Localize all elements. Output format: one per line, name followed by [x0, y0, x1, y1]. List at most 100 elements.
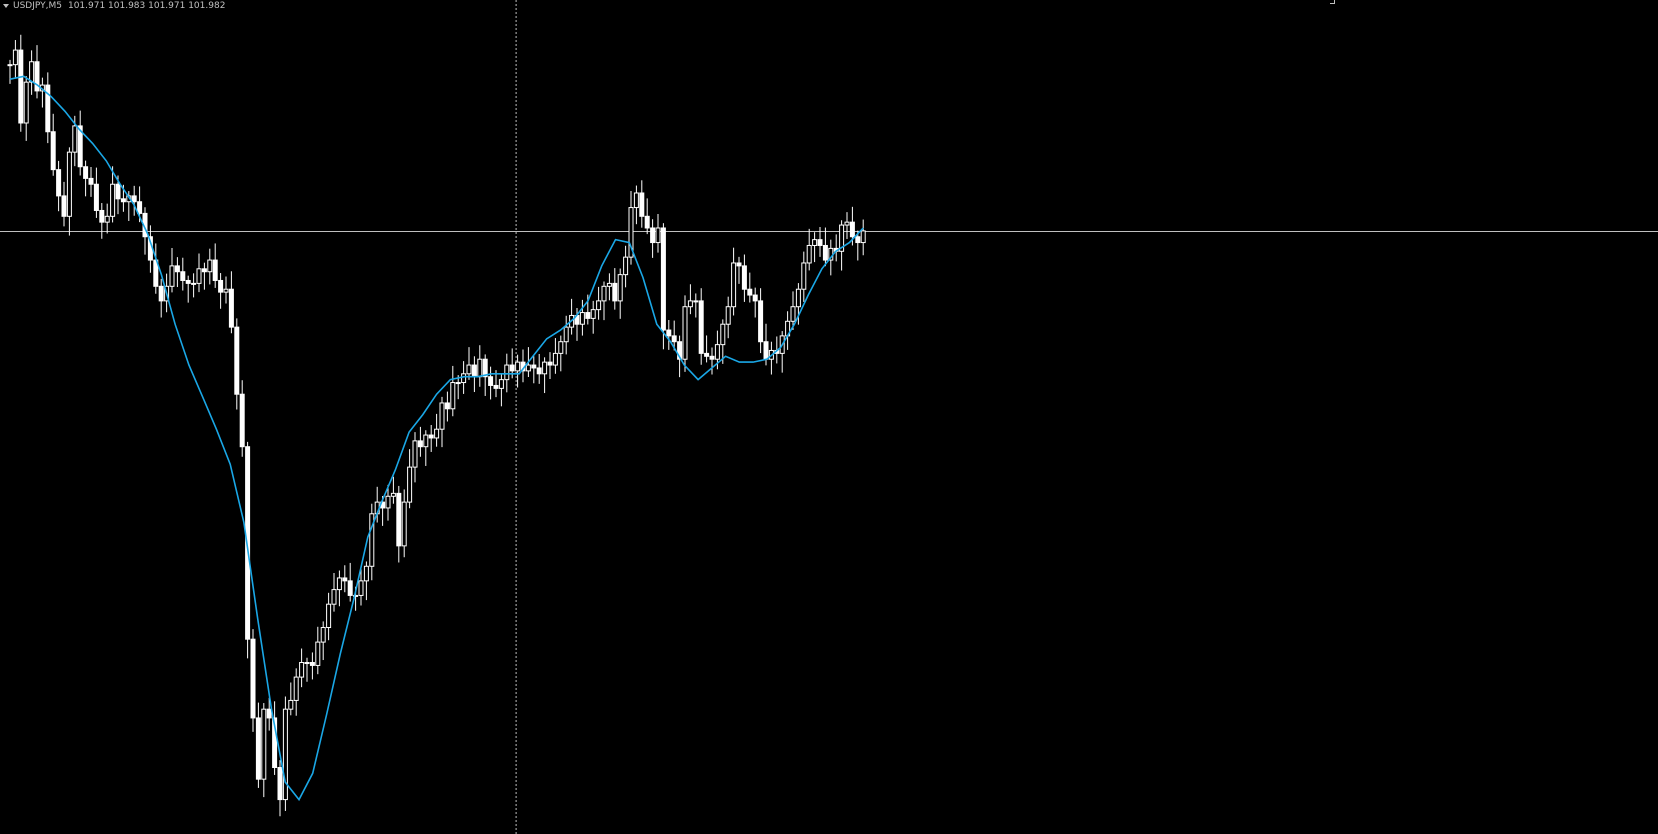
- candle-body: [855, 236, 861, 244]
- candle-body: [601, 285, 607, 302]
- candle-body: [795, 288, 801, 308]
- candle-body: [617, 274, 623, 302]
- candle-body: [482, 358, 488, 378]
- candle-body: [342, 577, 348, 582]
- candle-body: [633, 192, 639, 209]
- candle-body: [677, 341, 683, 360]
- candle-body: [660, 227, 666, 331]
- candle-body: [34, 61, 40, 92]
- candle-body: [493, 384, 499, 389]
- candle-body: [709, 355, 715, 360]
- candle-body: [12, 49, 18, 66]
- moving-average-line: [9, 75, 864, 802]
- candle-body: [180, 271, 186, 281]
- candle-body: [693, 300, 699, 303]
- candle-body: [261, 708, 267, 780]
- chart-header: USDJPY,M5 101.971 101.983 101.971 101.98…: [0, 0, 225, 12]
- candle-body: [504, 364, 510, 381]
- candle-body: [655, 227, 661, 244]
- candle-body: [61, 195, 67, 217]
- candle-body: [56, 169, 62, 197]
- candle-body: [29, 61, 35, 83]
- candle-body: [444, 402, 450, 410]
- candle-body: [849, 221, 855, 238]
- candle-body: [169, 265, 175, 287]
- candle-body: [137, 201, 143, 214]
- candle-body: [304, 662, 310, 665]
- triangle-down-icon[interactable]: [3, 4, 9, 8]
- candle-body: [839, 224, 845, 252]
- candle-body: [315, 641, 321, 666]
- candle-body: [671, 335, 677, 343]
- candle-body: [299, 662, 305, 678]
- corner-tick-icon: [1330, 0, 1335, 4]
- candle-body: [536, 367, 542, 375]
- candle-body: [255, 717, 261, 780]
- candle-body: [88, 177, 94, 185]
- candle-body: [331, 589, 337, 605]
- candle-body: [488, 376, 494, 386]
- candle-body: [639, 192, 645, 217]
- candle-body: [99, 209, 105, 223]
- candle-body: [131, 195, 137, 203]
- candle-body: [466, 364, 472, 375]
- candle-body: [83, 166, 89, 179]
- candle-body: [7, 64, 13, 67]
- candle-body: [650, 227, 656, 244]
- candle-body: [817, 239, 823, 246]
- candle-body: [590, 309, 596, 319]
- candle-body: [822, 244, 828, 261]
- candle-body: [747, 288, 753, 296]
- candle-body: [223, 288, 229, 293]
- candle-body: [201, 268, 207, 273]
- candle-body: [66, 151, 72, 217]
- candle-body: [552, 352, 558, 366]
- candle-body: [320, 627, 326, 643]
- candle-body: [428, 434, 434, 439]
- candle-body: [358, 580, 364, 596]
- candle-body: [423, 434, 429, 448]
- symbol-label: USDJPY,M5: [13, 1, 62, 11]
- candle-body: [407, 466, 413, 503]
- candle-body: [385, 495, 391, 509]
- candle-body: [439, 402, 445, 430]
- candle-body: [628, 207, 634, 258]
- candle-body: [293, 676, 299, 701]
- candle-body: [596, 300, 602, 311]
- candle-body: [515, 361, 521, 372]
- candle-body: [563, 326, 569, 343]
- candle-body: [714, 344, 720, 360]
- candle-body: [282, 708, 288, 801]
- candle-body: [731, 262, 737, 308]
- candlestick-series: [7, 34, 866, 817]
- candle-body: [525, 364, 531, 372]
- candle-body: [401, 501, 407, 547]
- ohlc-prices: 101.971 101.983 101.971 101.982: [67, 1, 226, 11]
- candle-body: [18, 49, 24, 124]
- candle-body: [174, 265, 180, 273]
- candle-body: [277, 767, 283, 801]
- candle-body: [347, 580, 353, 596]
- candle-body: [682, 306, 688, 360]
- candle-body: [720, 323, 726, 346]
- candle-body: [704, 352, 710, 357]
- candle-body: [72, 125, 78, 153]
- candle-body: [158, 285, 164, 302]
- candle-body: [741, 265, 747, 290]
- candle-body: [390, 492, 396, 497]
- candle-body: [579, 312, 585, 325]
- candle-body: [471, 364, 477, 378]
- candle-body: [353, 594, 359, 597]
- candle-body: [77, 125, 83, 168]
- candle-body: [623, 256, 629, 276]
- candle-body: [239, 393, 245, 448]
- candle-body: [191, 282, 197, 285]
- candle-body: [801, 262, 807, 290]
- candle-body: [644, 215, 650, 229]
- candle-body: [509, 364, 515, 372]
- candle-body: [812, 239, 818, 246]
- candle-body: [450, 382, 456, 410]
- candle-body: [45, 84, 51, 133]
- candle-body: [212, 259, 218, 281]
